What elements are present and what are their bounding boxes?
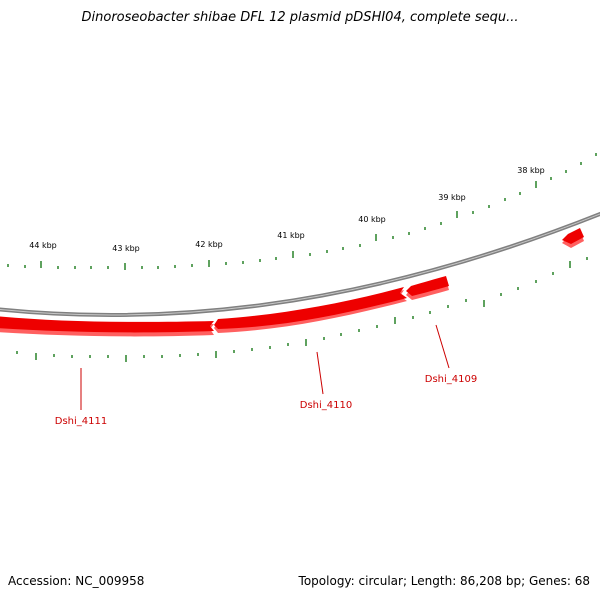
tick-label-41kbp: 41 kbp xyxy=(277,231,305,240)
gene-partial-edge[interactable] xyxy=(562,228,584,248)
gene-label-Dshi_4110[interactable]: Dshi_4110 xyxy=(300,400,352,411)
gene-Dshi_4111[interactable] xyxy=(0,316,214,337)
tick-label-38kbp: 38 kbp xyxy=(517,166,545,175)
outer-tick-ring xyxy=(7,153,597,270)
tick-label-43kbp: 43 kbp xyxy=(112,244,140,253)
map-title: Dinoroseobacter shibae DFL 12 plasmid pD… xyxy=(81,10,519,25)
gene-Dshi_4109[interactable] xyxy=(406,276,449,300)
tick-label-44kbp: 44 kbp xyxy=(29,241,57,250)
genome-backbone-highlight xyxy=(0,213,600,316)
tick-label-40kbp: 40 kbp xyxy=(358,215,386,224)
leader-line-Dshi_4110 xyxy=(316,351,324,395)
gene-label-Dshi_4109[interactable]: Dshi_4109 xyxy=(425,374,477,385)
tick-label-39kbp: 39 kbp xyxy=(438,193,466,202)
inner-tick-ring xyxy=(16,257,588,362)
tick-label-42kbp: 42 kbp xyxy=(195,240,223,249)
genome-summary-text: Topology: circular; Length: 86,208 bp; G… xyxy=(298,574,590,588)
leader-line-Dshi_4109 xyxy=(435,324,450,369)
accession-text: Accession: NC_009958 xyxy=(8,574,145,588)
gene-label-Dshi_4111[interactable]: Dshi_4111 xyxy=(55,416,107,427)
gene-Dshi_4110[interactable] xyxy=(214,287,407,333)
